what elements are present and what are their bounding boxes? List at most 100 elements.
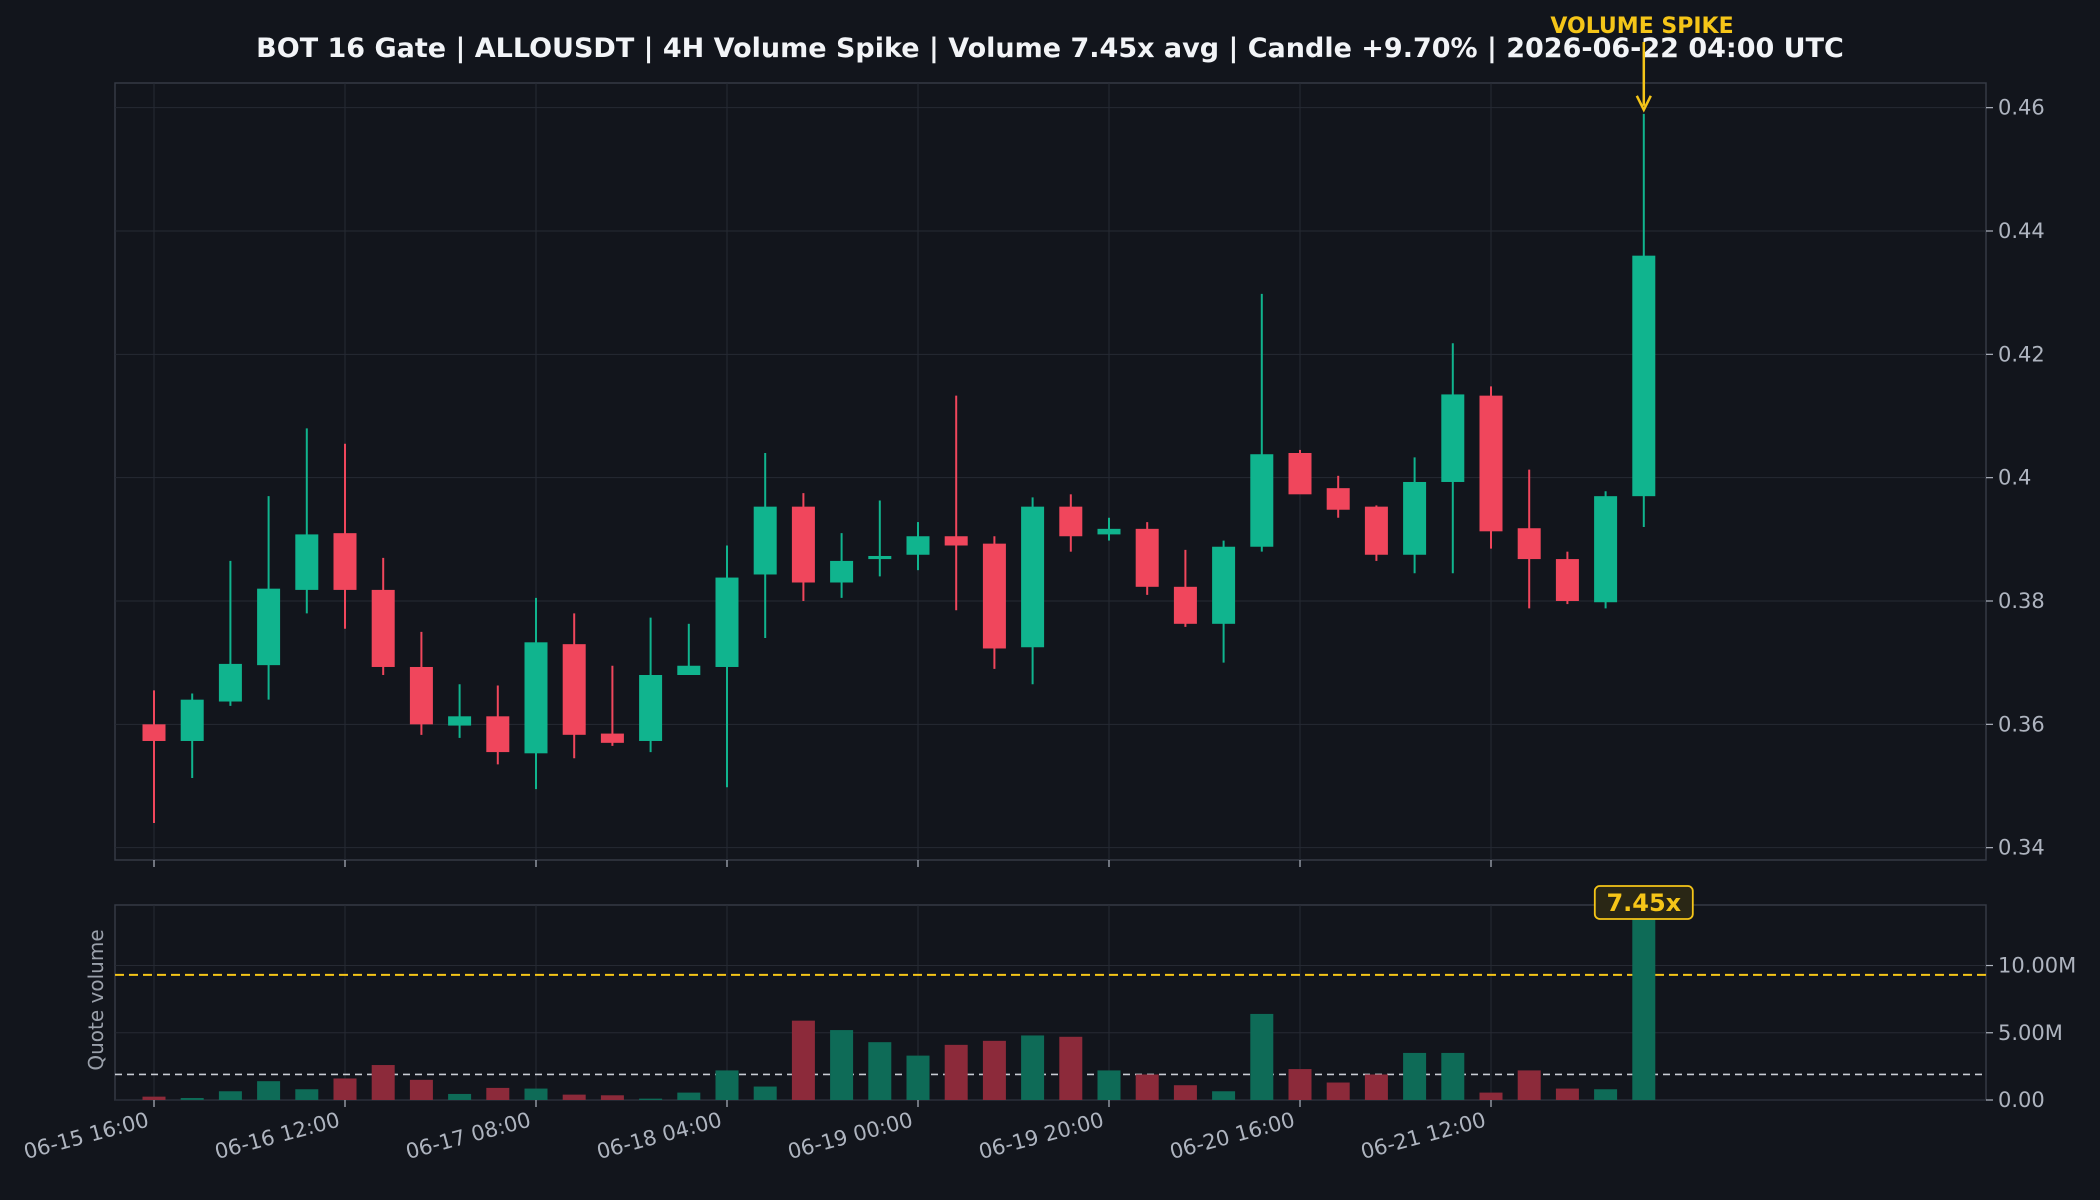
candle-body: [333, 533, 357, 590]
time-tick-label: 06-19 00:00: [785, 1108, 915, 1164]
candle-body: [1059, 506, 1083, 537]
candle-body: [1173, 586, 1197, 624]
candle-body: [868, 555, 892, 560]
volume-bar: [600, 1095, 624, 1100]
volume-bar: [1173, 1085, 1197, 1100]
volume-bar: [562, 1094, 586, 1100]
candle-body: [257, 588, 281, 666]
volume-bar: [1555, 1088, 1579, 1100]
price-tick-label: 0.46: [1998, 96, 2045, 120]
time-tick-label: 06-18 04:00: [594, 1108, 724, 1164]
candle-body: [1288, 453, 1312, 495]
volume-bar: [1479, 1092, 1503, 1100]
candle-body: [218, 663, 242, 702]
volume-bar: [1288, 1069, 1312, 1100]
candle-body: [677, 665, 701, 675]
price-tick-label: 0.42: [1998, 342, 2045, 366]
candle-body: [371, 589, 395, 667]
volume-bar: [524, 1088, 548, 1100]
candle-body: [753, 506, 777, 575]
volume-tick-label: 10.00M: [1998, 954, 2076, 978]
volume-bar: [142, 1096, 166, 1100]
time-tick-label: 06-16 12:00: [212, 1108, 342, 1164]
volume-bar: [257, 1081, 281, 1100]
volume-bar: [295, 1089, 319, 1100]
candle-body: [639, 675, 663, 741]
volume-bar: [1059, 1036, 1083, 1100]
volume-bars-layer: [142, 905, 1656, 1100]
volume-bar: [677, 1092, 701, 1100]
volume-bar: [1403, 1052, 1427, 1100]
volume-spike-label: VOLUME SPIKE: [1550, 14, 1733, 39]
spike-arrow-head: [1635, 95, 1652, 113]
price-tick-label: 0.4: [1998, 466, 2031, 490]
time-tick-label: 06-21 12:00: [1358, 1108, 1488, 1164]
candle-body: [944, 536, 968, 546]
volume-bar: [333, 1078, 357, 1100]
candle-body: [1250, 454, 1274, 547]
volume-tick-label: 5.00M: [1998, 1021, 2063, 1045]
volume-bar: [1441, 1052, 1465, 1100]
candle-body: [906, 536, 930, 555]
candle-body: [1517, 528, 1541, 560]
volume-ratio-badge: [1593, 885, 1694, 920]
candle-body: [1097, 528, 1121, 535]
volume-bar: [448, 1093, 472, 1100]
volume-bar: [409, 1079, 433, 1100]
volume-ratio-badge-text: 7.45x: [1606, 889, 1681, 917]
volume-bar: [1250, 1013, 1274, 1100]
candle-body: [1326, 488, 1350, 510]
volume-bar: [982, 1040, 1006, 1100]
candle-body: [1594, 496, 1618, 603]
volume-bar: [1594, 1089, 1618, 1100]
candle-body: [486, 716, 510, 753]
chart-title: BOT 16 Gate | ALLOUSDT | 4H Volume Spike…: [256, 33, 1844, 64]
volume-bar: [944, 1044, 968, 1100]
candle-body: [791, 506, 815, 583]
candle-body: [562, 644, 586, 735]
volume-bar: [791, 1020, 815, 1100]
price-panel-frame: [114, 82, 1987, 861]
reference-lines-layer: [115, 973, 1986, 1076]
volume-bar: [1632, 905, 1656, 1100]
candle-body: [1212, 546, 1236, 624]
candle-body: [180, 699, 204, 741]
price-tick-label: 0.36: [1998, 712, 2045, 736]
time-tick-label: 06-15 16:00: [21, 1108, 151, 1164]
candles-layer: [142, 113, 1656, 823]
axes-layer: 0.34 0.36 0.38 0.4 0.42 0.44 0.46 0.00 5.00M 10.0…: [21, 96, 2076, 1164]
candle-body: [600, 733, 624, 743]
volume-bar: [753, 1086, 777, 1100]
candle-body: [295, 534, 319, 590]
candle-body: [524, 642, 548, 754]
candle-body: [830, 560, 854, 583]
candle-body: [409, 666, 433, 725]
time-tick-label: 06-20 16:00: [1167, 1108, 1297, 1164]
volume-bar: [371, 1065, 395, 1100]
candle-body: [715, 577, 739, 667]
volume-bar: [1021, 1035, 1045, 1100]
volume-bar: [1326, 1082, 1350, 1100]
candle-body: [1479, 395, 1503, 532]
volume-bar: [486, 1087, 510, 1100]
volume-axis-label: Quote volume: [84, 929, 108, 1070]
volume-bar: [868, 1042, 892, 1100]
annotations-layer: 7.45x: [1593, 42, 1694, 920]
volume-bar: [1517, 1070, 1541, 1100]
volume-panel-frame: [114, 904, 1987, 1101]
candle-body: [1135, 528, 1159, 587]
volume-bar: [1135, 1074, 1159, 1100]
volume-bar: [830, 1030, 854, 1100]
candle-body: [1441, 394, 1465, 482]
time-tick-label: 06-19 20:00: [976, 1108, 1106, 1164]
volume-bar: [639, 1098, 663, 1100]
price-tick-label: 0.38: [1998, 589, 2045, 613]
volume-bar: [218, 1091, 242, 1100]
candle-body: [982, 543, 1006, 649]
grid-layer: [115, 83, 1986, 1101]
candle-body: [1632, 255, 1656, 497]
volume-bar: [1364, 1074, 1388, 1100]
candle-body: [1403, 481, 1427, 555]
